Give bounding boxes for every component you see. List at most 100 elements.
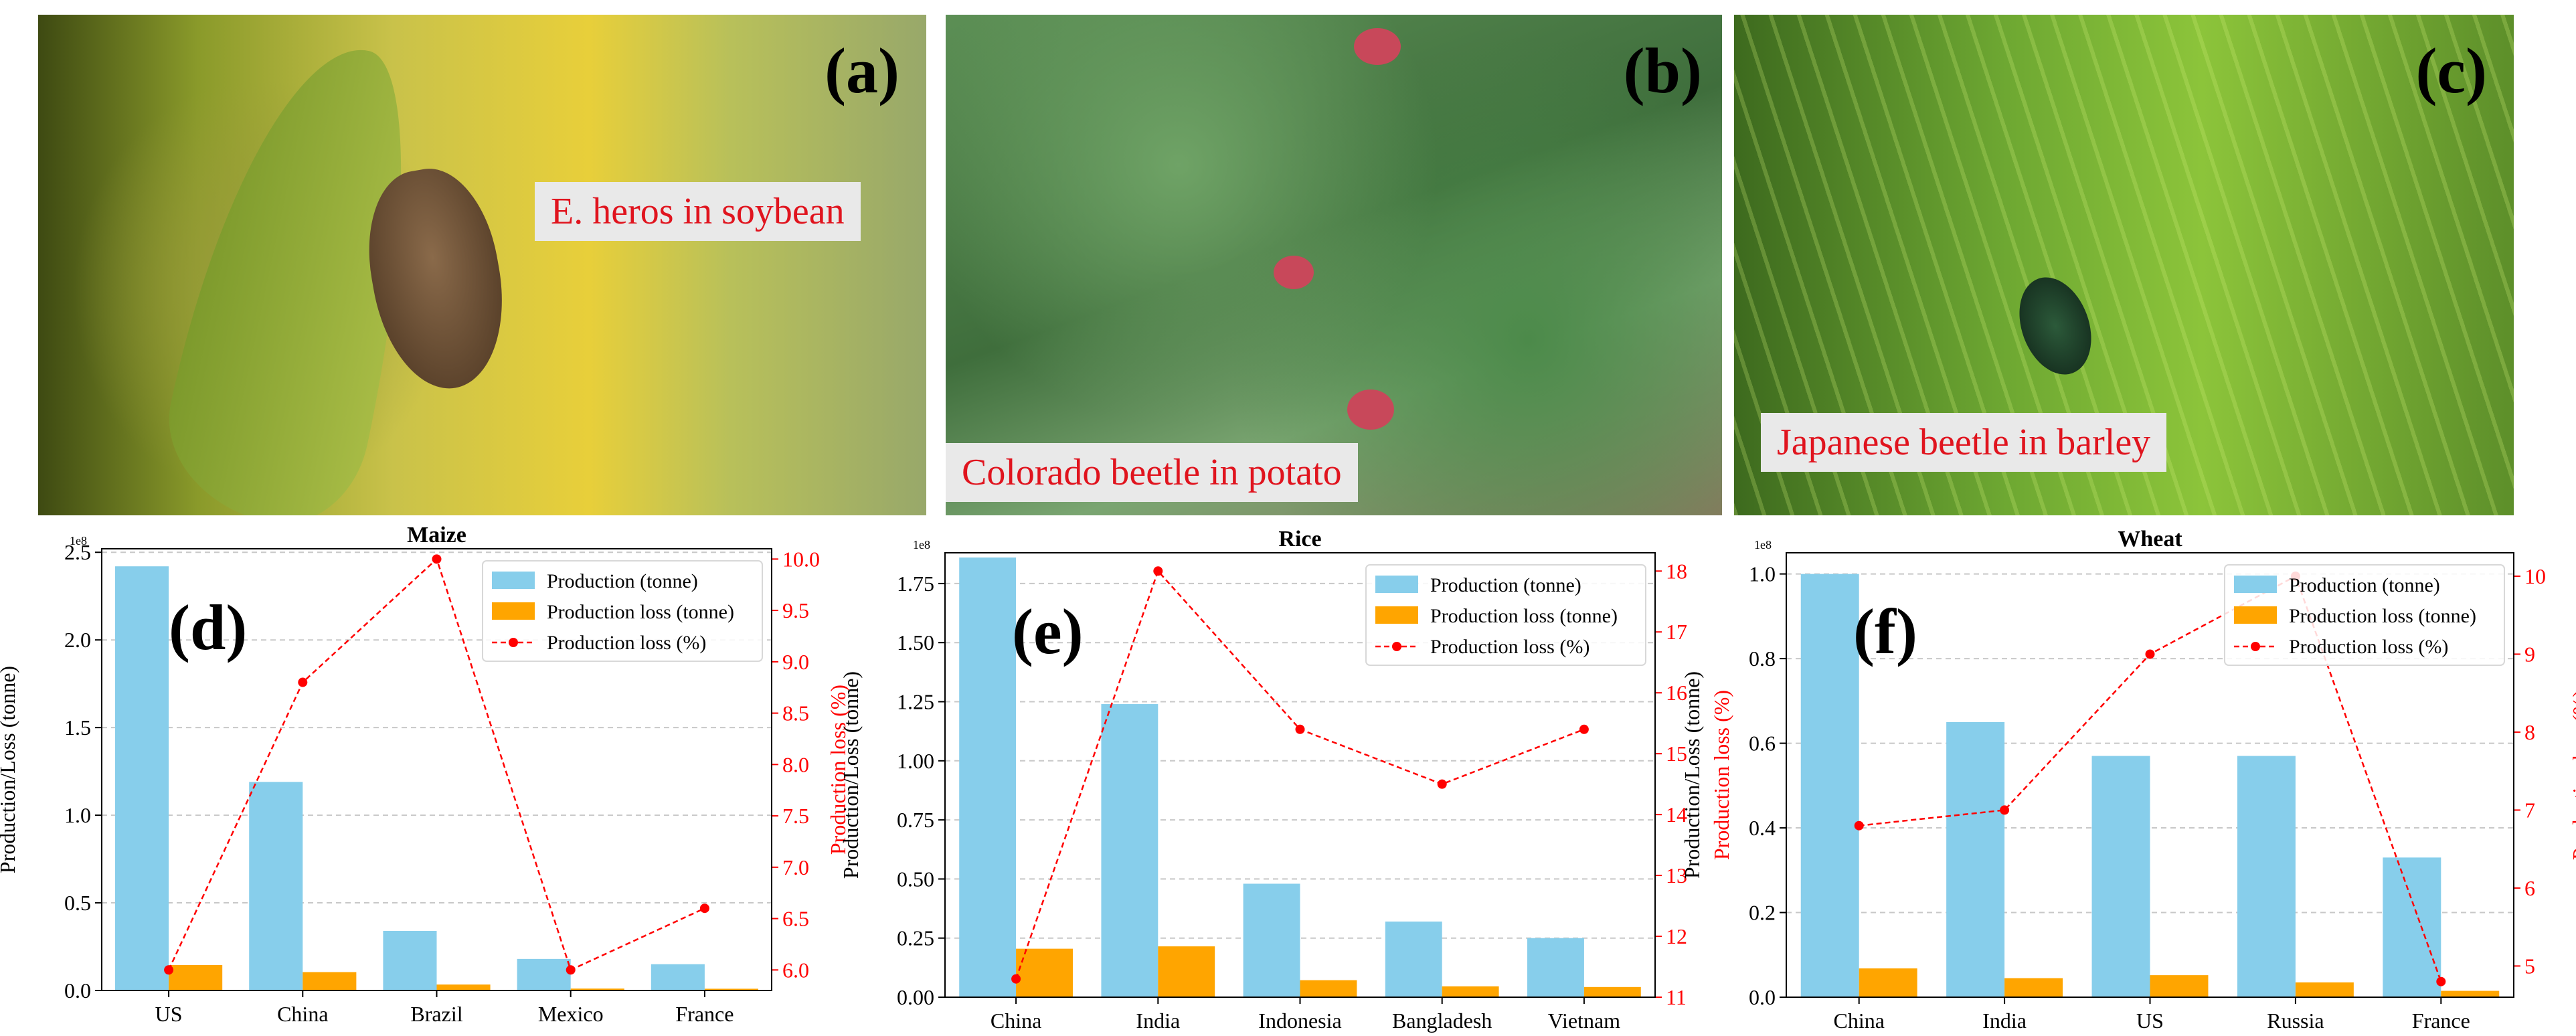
photo-colorado-beetle-potato: (b) Colorado beetle in potato: [946, 15, 1722, 515]
chart-maize-point-loss-pct: [699, 903, 709, 914]
chart-rice-ylabel: Production/Loss (tonne): [839, 671, 863, 879]
chart-wheat-legend-box: [2224, 564, 2505, 666]
chart-rice-bar-production: [1243, 883, 1300, 997]
chart-wheat-y2-tick-label: 7: [2524, 798, 2535, 822]
chart-wheat-y-tick-label: 0.4: [1749, 816, 1776, 840]
chart-wheat-legend-label-loss-pct: Production loss (%): [2289, 636, 2448, 658]
chart-rice-x-tick-label: Indonesia: [1258, 1009, 1341, 1033]
chart-rice-title: Rice: [1278, 527, 1321, 551]
chart-rice-scale-label: 1e8: [913, 538, 930, 551]
chart-maize-y2-tick-label: 10.0: [782, 547, 820, 571]
chart-maize-bar-production: [651, 964, 705, 990]
photo-japanese-beetle-barley: (c) Japanese beetle in barley: [1734, 15, 2514, 515]
chart-wheat-point-loss-pct: [2436, 976, 2446, 986]
chart-wheat-y2-tick-label: 6: [2524, 876, 2535, 900]
chart-wheat-y2-tick-label: 5: [2524, 954, 2535, 978]
panel-letter-a: (a): [825, 35, 899, 106]
chart-maize-y-tick-label: 2.0: [64, 628, 91, 652]
chart-wheat-legend-swatch-loss: [2234, 606, 2277, 624]
chart-wheat-frame: [1786, 552, 2514, 998]
chart-wheat-scale-label: 1e8: [1754, 538, 1772, 551]
chart-wheat-x-tick-label: India: [1982, 1009, 2027, 1033]
chart-rice-y2-tick-label: 13: [1666, 863, 1687, 887]
chart-wheat-bar-production: [2383, 857, 2441, 997]
chart-maize-x-tick-label: US: [155, 1002, 183, 1026]
chart-maize-y-tick-label: 1.0: [64, 803, 91, 827]
chart-maize-y2-tick-label: 9.0: [782, 650, 809, 674]
chart-maize-bar-loss: [436, 984, 491, 990]
chart-maize-bar-loss: [169, 965, 223, 990]
chart-maize-y2-tick-label: 8.0: [782, 752, 809, 776]
panel-letter-c: (c): [2415, 35, 2487, 106]
chart-rice-x-tick-label: Vietnam: [1548, 1009, 1620, 1033]
chart-maize-x-tick-label: Brazil: [410, 1002, 462, 1026]
chart-maize-y2-tick-label: 9.5: [782, 598, 809, 622]
chart-wheat-x-tick-label: France: [2412, 1009, 2470, 1033]
chart-rice-bar-loss: [1583, 986, 1641, 997]
chart-rice-legend-swatch-production: [1375, 576, 1418, 593]
caption-c: Japanese beetle in barley: [1761, 413, 2167, 472]
chart-wheat-point-loss-pct: [2000, 805, 2010, 815]
chart-wheat-x-tick-label: Russia: [2267, 1009, 2324, 1033]
chart-maize-bar-production: [115, 566, 169, 990]
photo-stink-bug-soybean: (a) E. heros in soybean: [38, 15, 926, 515]
chart-maize-x-tick-label: France: [675, 1002, 734, 1026]
chart-rice-frame: [944, 552, 1656, 998]
chart-wheat-point-loss-pct: [1854, 821, 1864, 831]
chart-maize-y2label: Production loss (%): [826, 685, 850, 855]
chart-wheat-bar-production: [2091, 756, 2150, 997]
chart-rice-y2-tick-label: 15: [1666, 742, 1687, 766]
chart-rice-y-tick-label: 1.75: [897, 572, 934, 596]
chart-maize-point-loss-pct: [432, 554, 442, 564]
chart-wheat-legend-swatch-production: [2234, 576, 2277, 593]
chart-rice-bar-loss: [1016, 948, 1073, 997]
chart-wheat-x-tick-label: China: [1833, 1009, 1884, 1033]
chart-maize-bar-production: [383, 930, 437, 990]
beetle-1: [1274, 256, 1314, 289]
chart-maize-frame: [101, 548, 772, 991]
chart-wheat-y-tick-label: 0.6: [1749, 731, 1776, 756]
chart-rice-x-tick-label: Bangladesh: [1392, 1009, 1492, 1033]
chart-maize-point-loss-pct: [566, 965, 576, 975]
chart-rice-bar-production: [1385, 921, 1442, 997]
chart-maize-y-tick-label: 1.5: [64, 715, 91, 740]
chart-maize-bar-loss: [303, 972, 357, 990]
chart-maize-ylabel: Production/Loss (tonne): [0, 666, 19, 873]
chart-wheat-bar-production: [1946, 721, 2005, 997]
chart-wheat-legend-label-production: Production (tonne): [2289, 574, 2440, 596]
panel-letter-b: (b): [1623, 35, 1702, 106]
chart-rice-point-loss-pct: [1011, 974, 1021, 984]
chart-wheat-x-tick-label: US: [2136, 1009, 2164, 1033]
chart-wheat-title: Wheat: [2118, 527, 2182, 551]
chart-maize-bar-production: [249, 782, 303, 990]
chart-maize-y2-tick-label: 6.0: [782, 958, 809, 982]
chart-rice-x-tick-label: India: [1136, 1009, 1180, 1033]
chart-rice-bar-loss: [1300, 980, 1357, 997]
chart-rice-y2-tick-label: 11: [1666, 985, 1687, 1009]
chart-wheat-bar-loss: [2441, 990, 2500, 997]
chart-wheat-y-tick-label: 0.0: [1749, 985, 1776, 1009]
chart-maize-scale-label: 1e8: [70, 534, 87, 547]
chart-wheat-y2-tick-label: 10: [2524, 564, 2546, 588]
chart-rice-legend-label-loss-pct: Production loss (%): [1430, 636, 1590, 658]
chart-maize-legend-box: [482, 560, 763, 662]
chart-rice-point-loss-pct: [1153, 566, 1163, 576]
chart-maize-y2-tick-label: 7.5: [782, 804, 809, 828]
chart-maize-x-tick-label: China: [277, 1002, 328, 1026]
chart-rice-point-loss-pct: [1437, 779, 1447, 789]
chart-rice-point-loss-pct: [1579, 724, 1589, 734]
chart-rice-bar-production: [1101, 704, 1158, 997]
chart-wheat-y-tick-label: 0.8: [1749, 646, 1776, 671]
chart-wheat-y2-tick-label: 9: [2524, 642, 2535, 666]
chart-maize-bar-loss: [570, 988, 624, 990]
chart-maize-legend-label-loss: Production loss (tonne): [547, 601, 734, 623]
chart-wheat-bar-production: [1800, 574, 1859, 997]
chart-rice-y-tick-label: 1.00: [897, 749, 934, 773]
chart-wheat-legend-marker-loss-pct: [2251, 642, 2260, 651]
chart-maize-legend-marker-loss-pct: [509, 638, 518, 647]
chart-maize-y-tick-label: 0.0: [64, 978, 91, 1003]
chart-maize-point-loss-pct: [164, 965, 174, 975]
chart-rice-y-tick-label: 1.25: [897, 690, 934, 714]
chart-wheat-legend-label-loss: Production loss (tonne): [2289, 605, 2476, 627]
